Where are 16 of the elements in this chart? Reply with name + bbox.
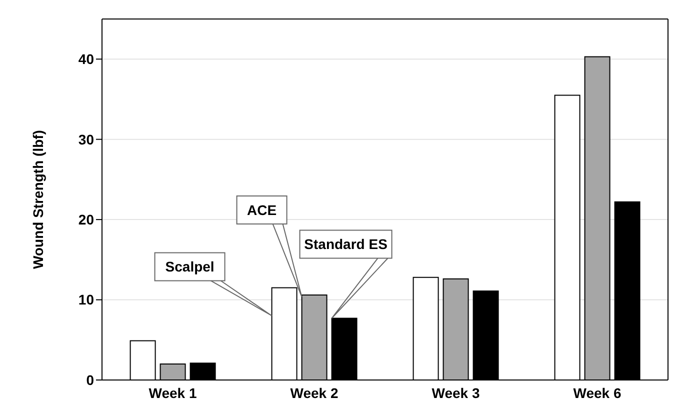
x-tick-label: Week 6 (573, 384, 622, 401)
callout-box: Scalpel (154, 252, 272, 316)
y-tick-label: 30 (78, 131, 94, 148)
x-tick-label: Week 1 (148, 384, 197, 401)
x-tick-label: Week 3 (432, 384, 480, 401)
callout-box: ACE (236, 195, 302, 298)
callout-box: Standard ES (299, 230, 392, 319)
y-tick-label: 40 (78, 51, 94, 68)
annotation: Standard ES (304, 236, 388, 252)
y-tick-label: 0 (86, 372, 94, 388)
y-tick-label: 10 (78, 292, 94, 308)
y-tick-label: 20 (78, 212, 94, 228)
y-axis-title: Wound Strength (lbf) (30, 130, 46, 269)
x-tick-label: Week 2 (290, 384, 338, 401)
annotation: Scalpel (165, 258, 214, 275)
annotation: ACE (247, 202, 277, 218)
